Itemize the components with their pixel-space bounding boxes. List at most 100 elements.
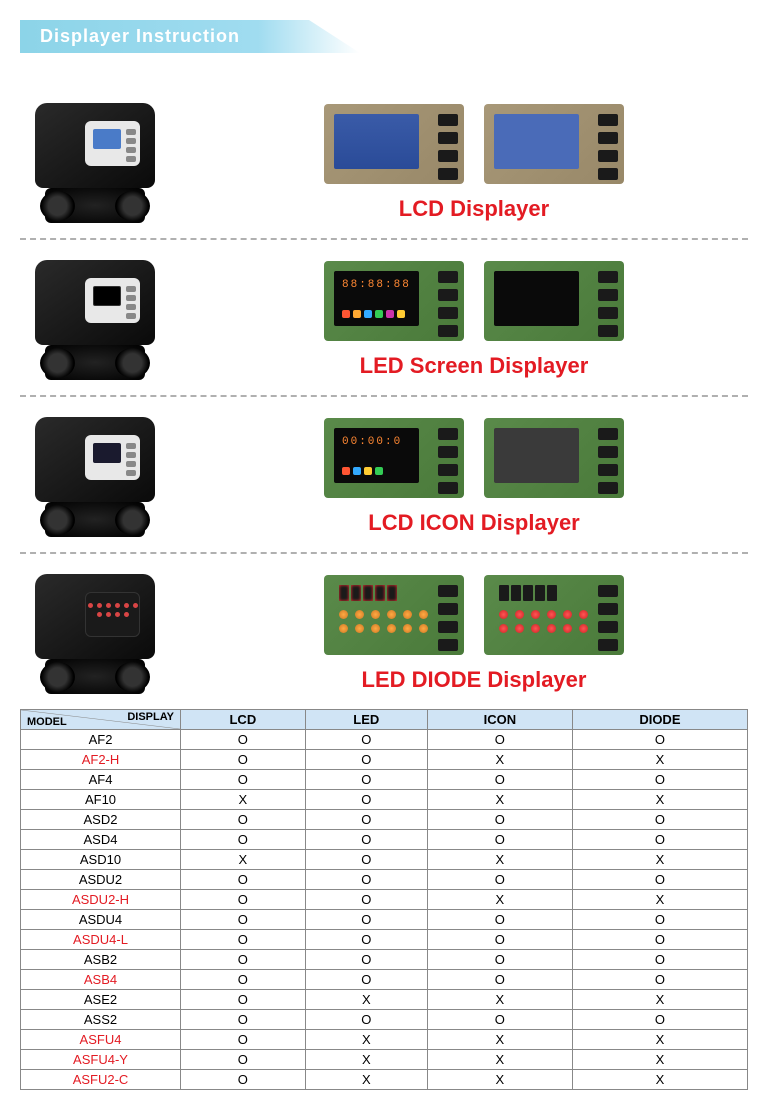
- value-cell: O: [305, 750, 427, 770]
- value-cell: X: [572, 890, 747, 910]
- table-column-header: LCD: [181, 710, 306, 730]
- table-column-header: LED: [305, 710, 427, 730]
- value-cell: O: [427, 950, 572, 970]
- value-cell: O: [572, 870, 747, 890]
- model-cell: AF10: [21, 790, 181, 810]
- icon-board-1: 00:00:0: [324, 418, 464, 498]
- value-cell: O: [572, 1010, 747, 1030]
- divider: [20, 552, 748, 554]
- value-cell: X: [427, 850, 572, 870]
- valve-led: [20, 260, 170, 380]
- value-cell: O: [572, 930, 747, 950]
- table-row: ASD10XOXX: [21, 850, 748, 870]
- table-row: ASDU2-HOOXX: [21, 890, 748, 910]
- value-cell: O: [427, 770, 572, 790]
- value-cell: O: [572, 830, 747, 850]
- divider: [20, 238, 748, 240]
- model-cell: AF4: [21, 770, 181, 790]
- table-row: ASD4OOOO: [21, 830, 748, 850]
- table-row: ASFU4OXXX: [21, 1030, 748, 1050]
- value-cell: O: [572, 770, 747, 790]
- value-cell: O: [427, 730, 572, 750]
- table-column-header: ICON: [427, 710, 572, 730]
- model-cell: ASB4: [21, 970, 181, 990]
- value-cell: X: [572, 1050, 747, 1070]
- header-title: Displayer Instruction: [40, 26, 240, 46]
- value-cell: O: [181, 970, 306, 990]
- value-cell: O: [305, 830, 427, 850]
- value-cell: O: [305, 970, 427, 990]
- value-cell: O: [181, 1030, 306, 1050]
- section-lcd: LCD Displayer: [20, 93, 748, 228]
- value-cell: O: [181, 730, 306, 750]
- table-row: ASDU2OOOO: [21, 870, 748, 890]
- icon-board-2: [484, 418, 624, 498]
- value-cell: O: [427, 1010, 572, 1030]
- value-cell: X: [427, 890, 572, 910]
- section-title-led: LED Screen Displayer: [360, 353, 589, 379]
- value-cell: X: [181, 790, 306, 810]
- value-cell: O: [181, 770, 306, 790]
- valve-lcd: [20, 103, 170, 223]
- compatibility-table: DISPLAY MODEL LCDLEDICONDIODE AF2OOOOAF2…: [20, 709, 748, 1090]
- diode-board-2: [484, 575, 624, 655]
- value-cell: O: [427, 830, 572, 850]
- table-row: ASB2OOOO: [21, 950, 748, 970]
- model-cell: AF2: [21, 730, 181, 750]
- value-cell: O: [572, 970, 747, 990]
- model-cell: ASB2: [21, 950, 181, 970]
- value-cell: O: [181, 950, 306, 970]
- value-cell: O: [305, 950, 427, 970]
- value-cell: X: [305, 1050, 427, 1070]
- lcd-board-1: [324, 104, 464, 184]
- section-diode: LED DIODE Displayer: [20, 564, 748, 699]
- value-cell: O: [427, 930, 572, 950]
- value-cell: O: [572, 910, 747, 930]
- model-cell: ASD10: [21, 850, 181, 870]
- value-cell: X: [427, 990, 572, 1010]
- table-row: ASS2OOOO: [21, 1010, 748, 1030]
- value-cell: X: [572, 750, 747, 770]
- table-row: ASD2OOOO: [21, 810, 748, 830]
- model-cell: AF2-H: [21, 750, 181, 770]
- table-row: ASDU4-LOOOO: [21, 930, 748, 950]
- value-cell: O: [181, 750, 306, 770]
- table-row: AF4OOOO: [21, 770, 748, 790]
- model-cell: ASD2: [21, 810, 181, 830]
- table-corner: DISPLAY MODEL: [21, 710, 181, 730]
- value-cell: X: [572, 850, 747, 870]
- divider: [20, 395, 748, 397]
- table-column-header: DIODE: [572, 710, 747, 730]
- model-cell: ASE2: [21, 990, 181, 1010]
- section-title-lcd: LCD Displayer: [399, 196, 549, 222]
- value-cell: X: [427, 790, 572, 810]
- model-cell: ASFU4: [21, 1030, 181, 1050]
- table-row: ASB4OOOO: [21, 970, 748, 990]
- value-cell: X: [305, 990, 427, 1010]
- table-row: ASE2OXXX: [21, 990, 748, 1010]
- valve-icon: [20, 417, 170, 537]
- valve-diode: [20, 574, 170, 694]
- value-cell: O: [305, 770, 427, 790]
- value-cell: O: [572, 730, 747, 750]
- section-led: 88:88:88 LED Screen Displayer: [20, 250, 748, 385]
- value-cell: O: [305, 810, 427, 830]
- value-cell: X: [572, 1030, 747, 1050]
- value-cell: O: [427, 910, 572, 930]
- model-cell: ASDU4-L: [21, 930, 181, 950]
- value-cell: X: [305, 1030, 427, 1050]
- value-cell: O: [181, 830, 306, 850]
- value-cell: O: [181, 870, 306, 890]
- model-cell: ASDU2-H: [21, 890, 181, 910]
- model-cell: ASDU2: [21, 870, 181, 890]
- value-cell: O: [427, 870, 572, 890]
- value-cell: X: [427, 1030, 572, 1050]
- model-cell: ASFU4-Y: [21, 1050, 181, 1070]
- value-cell: O: [305, 930, 427, 950]
- value-cell: O: [181, 990, 306, 1010]
- diode-board-1: [324, 575, 464, 655]
- corner-model-label: MODEL: [27, 716, 67, 728]
- led-board-1: 88:88:88: [324, 261, 464, 341]
- model-cell: ASD4: [21, 830, 181, 850]
- value-cell: O: [305, 850, 427, 870]
